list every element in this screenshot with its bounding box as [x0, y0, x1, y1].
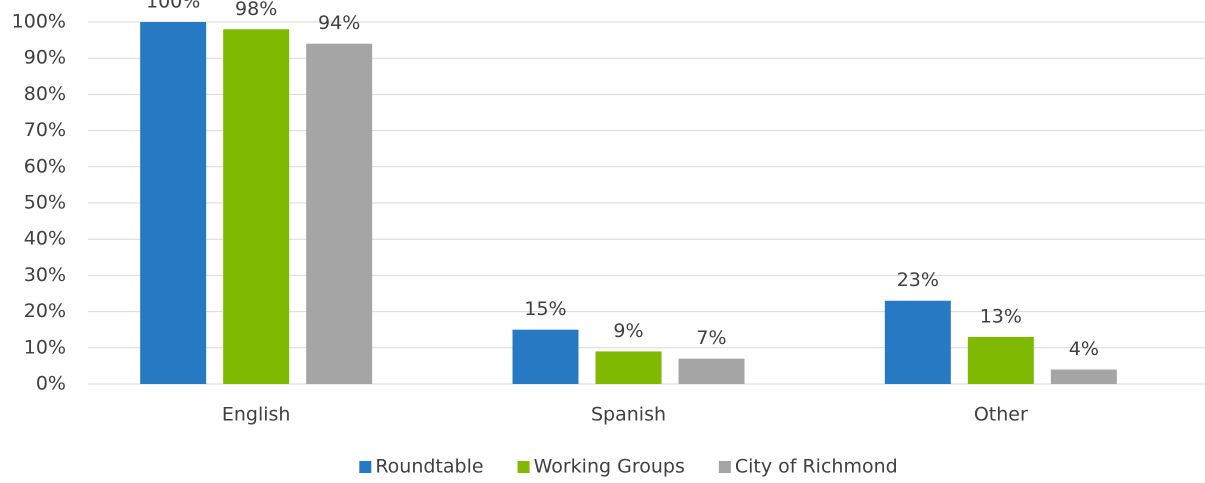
y-tick-label: 50%	[24, 192, 66, 214]
y-tick-label: 60%	[24, 155, 66, 177]
legend-label: Roundtable	[375, 456, 483, 478]
y-tick-label: 0%	[36, 373, 66, 395]
y-tick-label: 90%	[24, 47, 66, 69]
y-tick-label: 20%	[24, 300, 66, 322]
bar	[884, 300, 951, 384]
bar	[1050, 369, 1117, 384]
legend-swatch	[359, 461, 372, 473]
bar	[967, 336, 1034, 384]
data-label: 94%	[318, 12, 360, 34]
data-label: 98%	[235, 0, 277, 20]
y-tick-label: 10%	[24, 336, 66, 358]
x-tick-label: Other	[974, 404, 1028, 426]
legend-label: Working Groups	[534, 456, 685, 478]
bar	[306, 43, 373, 384]
bar	[595, 351, 662, 384]
data-label: 23%	[897, 269, 939, 291]
legend-label: City of Richmond	[735, 456, 898, 478]
data-label: 15%	[524, 298, 566, 320]
legend-swatch	[517, 461, 530, 473]
bar	[140, 22, 207, 384]
data-label: 9%	[613, 320, 643, 342]
y-tick-label: 30%	[24, 264, 66, 286]
bar	[678, 358, 745, 384]
data-label: 7%	[696, 327, 726, 349]
bar	[512, 329, 579, 384]
y-tick-label: 40%	[24, 228, 66, 250]
legend-swatch	[718, 461, 731, 473]
x-tick-label: Spanish	[591, 404, 666, 426]
data-label: 4%	[1069, 338, 1099, 360]
x-tick-label: English	[222, 404, 291, 426]
y-tick-label: 80%	[24, 83, 66, 105]
y-tick-label: 100%	[12, 11, 66, 33]
y-tick-label: 70%	[24, 119, 66, 141]
bar	[223, 29, 290, 385]
data-label: 13%	[980, 305, 1022, 327]
data-label: 100%	[146, 0, 200, 13]
